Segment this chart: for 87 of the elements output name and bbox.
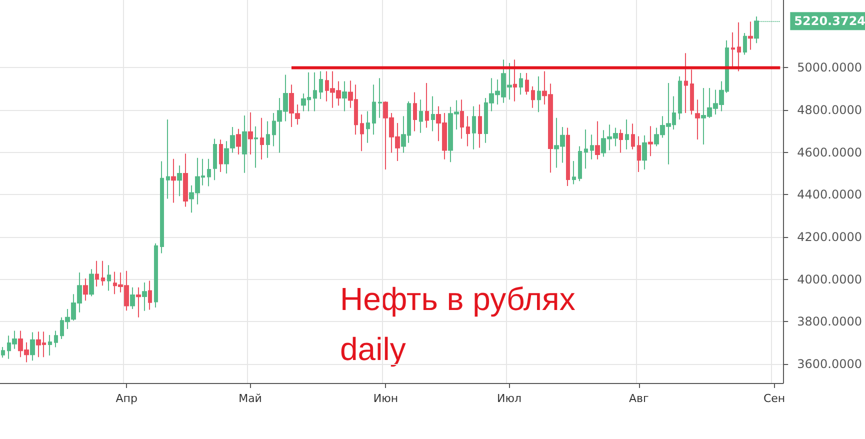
y-tick-label: 3600.0000 xyxy=(797,356,862,371)
annotation: daily xyxy=(340,331,406,367)
annotation: Нефть в рублях xyxy=(340,281,576,317)
candlestick xyxy=(519,72,523,96)
candlestick xyxy=(48,334,52,356)
candlestick xyxy=(54,330,58,348)
candlestick xyxy=(83,278,88,302)
candlestick xyxy=(177,164,182,197)
candlestick xyxy=(478,104,482,148)
x-tick-label: Апр xyxy=(116,392,138,405)
candlestick xyxy=(30,332,35,362)
y-tick-label: 4000.0000 xyxy=(797,272,862,286)
candlestick xyxy=(342,80,347,112)
candlestick xyxy=(648,126,653,157)
ref-line-label: 5220.3724 xyxy=(794,14,865,28)
candlestick xyxy=(89,268,94,297)
candlestick xyxy=(566,127,570,186)
y-tick-label: 4600.0000 xyxy=(797,145,862,160)
candlestick xyxy=(584,129,588,170)
x-tick-label: Июл xyxy=(497,392,522,405)
candlestick xyxy=(372,84,376,136)
candlestick xyxy=(572,160,576,185)
candlestick xyxy=(248,112,253,155)
candlestick xyxy=(1,346,5,358)
candlestick xyxy=(513,59,517,102)
candlestick xyxy=(590,134,594,160)
candlestick xyxy=(684,52,688,114)
candlestick xyxy=(142,282,147,312)
candlestick xyxy=(230,126,235,154)
candlestick xyxy=(748,21,753,50)
candlestick xyxy=(378,78,382,118)
candlestick xyxy=(236,128,241,155)
candlestick xyxy=(578,146,582,182)
candlestick xyxy=(743,32,747,56)
candlestick xyxy=(690,69,694,115)
candlestick xyxy=(319,70,323,100)
y-tick-label: 3800.0000 xyxy=(797,314,862,329)
candlestick xyxy=(107,264,111,292)
x-tick-label: Май xyxy=(238,392,262,405)
candlestick xyxy=(95,260,99,288)
candlestick xyxy=(183,153,188,208)
candlestick xyxy=(637,136,641,173)
candlestick xyxy=(260,117,264,160)
candlestick xyxy=(595,120,600,160)
y-tick-label: 4800.0000 xyxy=(797,103,862,118)
candlestick xyxy=(219,139,223,173)
candlestick xyxy=(171,158,176,204)
candlestick xyxy=(472,106,476,150)
candlestick xyxy=(525,72,529,96)
candlestick xyxy=(136,286,141,318)
candlestick xyxy=(166,119,170,200)
candlestick xyxy=(207,158,211,187)
candlestick xyxy=(678,76,682,120)
candlestick xyxy=(266,120,270,158)
candlestick xyxy=(642,134,647,170)
candlestick xyxy=(360,114,364,152)
candlestick xyxy=(366,110,370,144)
candlestick xyxy=(460,99,464,140)
candlestick xyxy=(625,119,629,150)
candlestick xyxy=(619,129,623,154)
candlestick xyxy=(413,92,417,132)
candlestick xyxy=(154,242,158,308)
y-tick-label: 4400.0000 xyxy=(797,188,862,202)
candlestick xyxy=(695,99,700,140)
candlestick xyxy=(431,96,435,132)
candlestick xyxy=(731,32,735,69)
candlestick xyxy=(213,138,217,181)
x-tick-label: Авг xyxy=(628,392,649,405)
x-tick-label: Сен xyxy=(763,392,786,405)
candlestick xyxy=(160,160,164,254)
candlestick xyxy=(537,76,541,113)
candlestick xyxy=(419,99,423,134)
y-tick-label: 4200.0000 xyxy=(797,230,862,244)
x-tick-label: Июн xyxy=(373,392,398,405)
candlestick xyxy=(130,286,135,310)
y-tick-label: 5000.0000 xyxy=(797,60,862,75)
candlestick xyxy=(313,72,317,112)
candlestick xyxy=(224,140,229,174)
candlestick xyxy=(737,22,741,72)
candlestick xyxy=(466,116,470,147)
candlestick xyxy=(148,280,152,310)
candlestick xyxy=(631,123,635,150)
candlestick xyxy=(101,260,105,286)
candlestick xyxy=(531,86,535,108)
candlestick xyxy=(254,126,258,168)
candlestick xyxy=(425,82,429,128)
candlestick xyxy=(242,115,247,174)
